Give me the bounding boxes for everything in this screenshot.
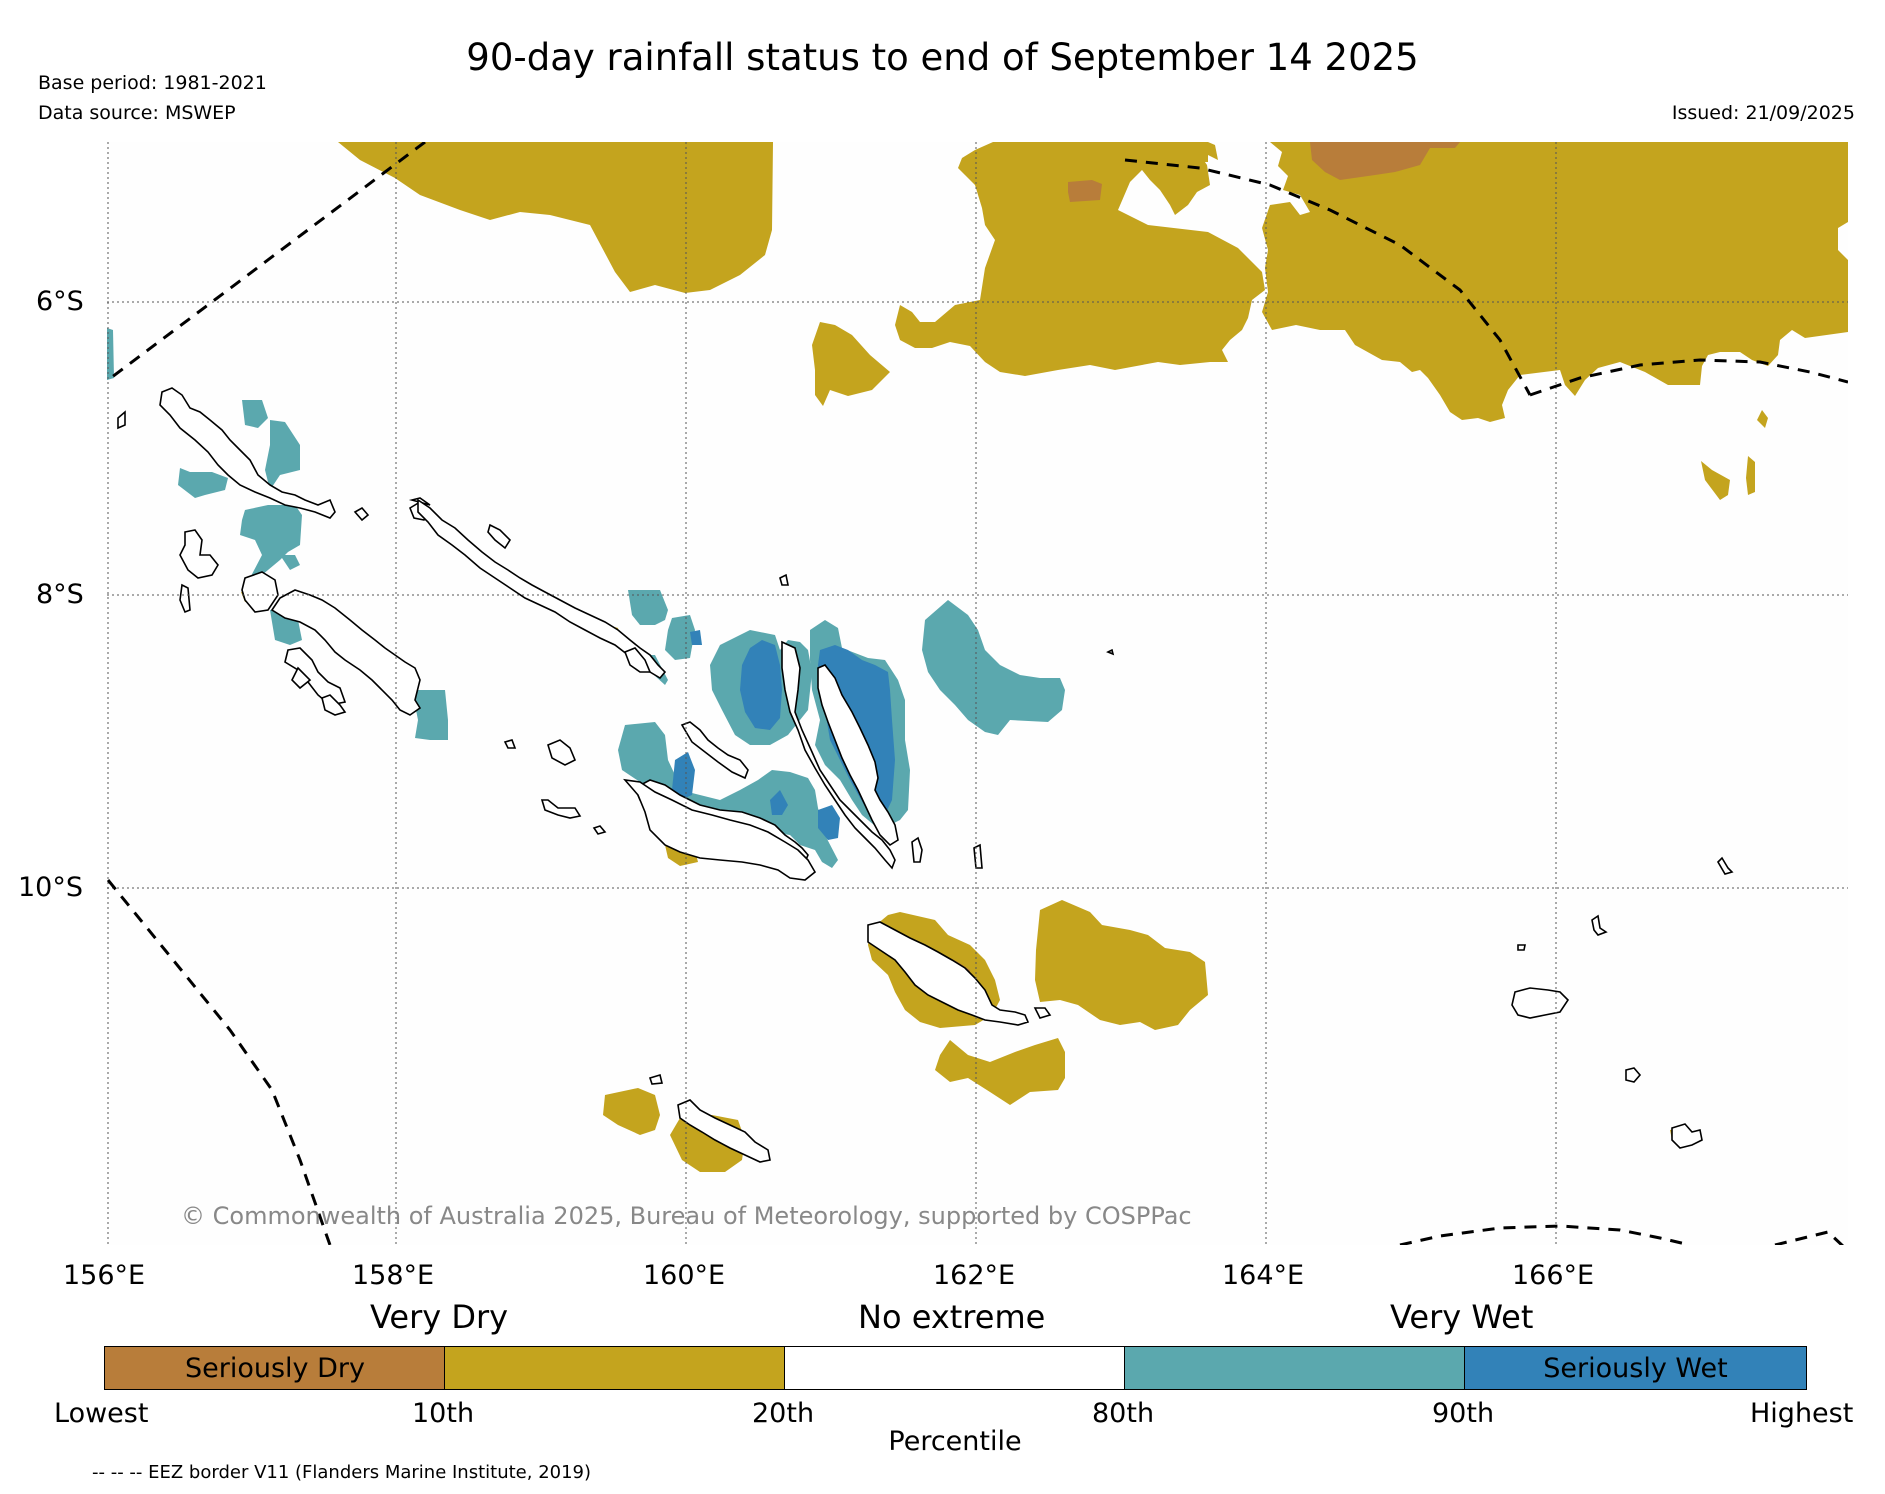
percentile-20th: 20th: [752, 1398, 815, 1429]
legend-box-very-wet: [1124, 1346, 1466, 1390]
lat-label-10s: 10°S: [18, 872, 83, 903]
island-outlines: [117, 387, 1734, 1163]
eez-borders: [107, 142, 1848, 1245]
lon-label-164e: 164°E: [1222, 1260, 1305, 1291]
percentile-axis-label: Percentile: [888, 1426, 1022, 1457]
lon-label-156e: 156°E: [63, 1260, 146, 1291]
data-source: Data source: MSWEP: [38, 102, 236, 124]
gridlines: [107, 142, 1848, 1245]
legend-cat-no-extreme: No extreme: [858, 1298, 1046, 1336]
issued-date: Issued: 21/09/2025: [1671, 102, 1855, 124]
legend-cat-very-wet: Very Wet: [1390, 1298, 1534, 1336]
lon-label-162e: 162°E: [933, 1260, 1016, 1291]
map-title: 90-day rainfall status to end of Septemb…: [466, 36, 1419, 79]
legend-box-no-extreme: [784, 1346, 1126, 1390]
percentile-80th: 80th: [1092, 1398, 1155, 1429]
lon-label-158e: 158°E: [352, 1260, 435, 1291]
lat-label-6s: 6°S: [36, 286, 84, 317]
legend-box-very-dry: [444, 1346, 786, 1390]
percentile-10th: 10th: [412, 1398, 475, 1429]
percentile-highest: Highest: [1750, 1398, 1854, 1429]
copyright-notice: © Commonwealth of Australia 2025, Bureau…: [181, 1202, 1192, 1230]
eez-note: -- -- -- EEZ border V11 (Flanders Marine…: [92, 1462, 592, 1483]
legend-box-seriously-dry: Seriously Dry: [104, 1346, 446, 1390]
lon-label-166e: 166°E: [1512, 1260, 1595, 1291]
lat-label-8s: 8°S: [36, 579, 84, 610]
legend-box-seriously-wet: Seriously Wet: [1464, 1346, 1807, 1390]
percentile-lowest: Lowest: [54, 1398, 149, 1429]
legend-cat-very-dry: Very Dry: [370, 1298, 509, 1336]
lon-label-160e: 160°E: [643, 1260, 726, 1291]
base-period: Base period: 1981-2021: [38, 72, 267, 94]
percentile-90th: 90th: [1432, 1398, 1495, 1429]
